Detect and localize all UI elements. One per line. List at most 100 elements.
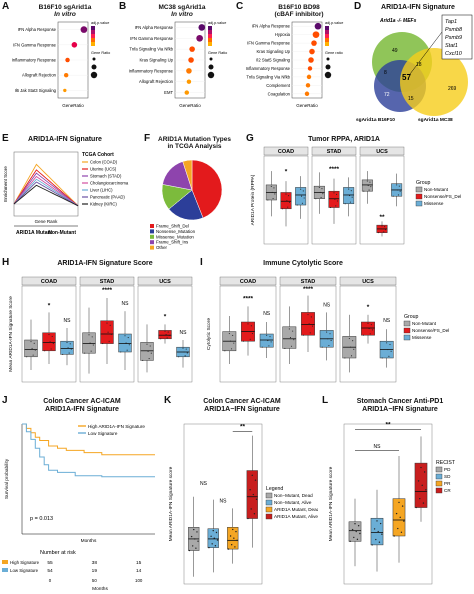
venn-n-center: 57 — [402, 73, 411, 82]
legend-label: Pancreatic (PAAD) — [90, 195, 125, 200]
data-point — [368, 189, 370, 191]
data-point — [120, 351, 122, 353]
data-point — [287, 206, 289, 208]
survival-plot: p = 0.013 Survival probability Months High … — [2, 423, 155, 592]
legend-swatch — [91, 34, 95, 38]
gene-label: Cxcl10 — [445, 51, 463, 57]
box — [259, 333, 274, 348]
data-point — [148, 358, 150, 360]
panel-l: L Stomach Cancer Anti-PD1 ARID1A−IFN Sign… — [320, 394, 474, 594]
legend-swatch — [435, 487, 443, 494]
legend-swatch — [403, 327, 411, 334]
panel-title: Tumor RPPA, ARID1A — [308, 136, 380, 143]
data-point — [350, 190, 352, 192]
risk-time-tick: 50 — [92, 578, 97, 583]
panel-subtitle: ARID1A−IFN Signature — [362, 406, 438, 414]
box — [370, 517, 384, 546]
legend-label: Nonsense/FS_Del — [424, 194, 461, 199]
box — [60, 340, 74, 355]
data-point — [351, 355, 353, 357]
data-point — [186, 68, 192, 74]
panel-title: B16F10 BD98 (cBAF inhibitor) — [254, 4, 344, 19]
panel-subtitle: In vitro — [54, 11, 76, 19]
category-label: Kras Signaling Up — [256, 49, 290, 54]
data-point — [366, 180, 368, 182]
data-point — [393, 535, 395, 537]
legend-label: Liver (LIHC) — [90, 188, 113, 193]
panel-g: G Tumor RPPA, ARID1A COAD * STAD **** UCS ** A… — [244, 132, 474, 252]
venn-callout-line — [409, 31, 443, 75]
series-line — [13, 181, 79, 207]
legend-label: Non-Mutant — [424, 187, 449, 192]
significance-label: **** — [303, 286, 314, 293]
box — [100, 320, 114, 344]
legend-title: adj.p.value — [325, 21, 343, 25]
data-point — [419, 497, 421, 500]
data-point — [354, 523, 356, 525]
data-point — [190, 535, 193, 538]
legend-swatch — [403, 334, 411, 341]
category-label: Allograft Rejection — [22, 73, 57, 78]
data-point — [334, 198, 336, 200]
data-point — [271, 191, 273, 194]
facet-strip — [359, 146, 405, 156]
data-point — [353, 536, 355, 539]
legend-label: Non−Mutant, Alive — [274, 500, 312, 505]
data-point — [349, 346, 351, 348]
category-label: IFN Alpha Response — [252, 24, 291, 29]
facet-strip — [21, 276, 77, 286]
panel-letter: L — [322, 395, 329, 406]
risk-value: 54 — [47, 568, 53, 574]
risk-value: 19 — [92, 568, 98, 574]
legend-label: Missense — [412, 335, 432, 340]
legend-title: Gene ratio — [325, 51, 343, 55]
panel-h: H ARID1A-IFN Signature Score COAD * NS STAD… — [0, 256, 196, 390]
data-point — [211, 543, 213, 545]
data-point — [348, 338, 350, 340]
data-point — [398, 501, 400, 504]
data-point — [421, 484, 423, 487]
data-point — [353, 348, 355, 350]
data-point — [255, 498, 258, 501]
data-point — [303, 197, 305, 199]
data-point — [303, 334, 305, 336]
legend-label: Uterine (UCS) — [90, 167, 117, 172]
facet-label: COAD — [240, 279, 256, 285]
data-point — [390, 350, 392, 352]
legend-swatch — [150, 234, 154, 239]
venn-set1-label: Arid1a -/- MEFs — [379, 18, 417, 24]
data-point — [377, 530, 379, 533]
panel-letter: J — [2, 395, 8, 406]
data-point — [88, 334, 90, 336]
data-point — [243, 340, 245, 342]
data-point — [229, 535, 232, 537]
box — [118, 333, 132, 353]
data-point — [306, 74, 312, 80]
panel-title-main: Colon Cancer AC-ICAM — [43, 398, 121, 405]
data-point — [197, 540, 199, 542]
data-point — [376, 520, 378, 522]
risk-value: 14 — [136, 568, 142, 574]
data-point — [236, 539, 238, 542]
data-point — [33, 342, 35, 344]
category-label: IFN Gamma Response — [247, 41, 290, 46]
legend-swatch — [325, 34, 329, 38]
data-point — [49, 341, 51, 343]
data-point — [150, 352, 152, 354]
data-point — [251, 474, 253, 477]
panel-c: C B16F10 BD98 (cBAF inhibitor) IFN Alpha … — [234, 0, 350, 130]
x-axis-label: GeneRatio — [62, 103, 84, 108]
box — [301, 312, 315, 336]
data-point — [369, 181, 371, 183]
data-point — [308, 57, 314, 63]
venn-n-mef: 49 — [392, 48, 398, 54]
panel-title: ARID1A-IFN Signature — [381, 4, 455, 11]
data-point — [167, 331, 169, 333]
data-point — [63, 88, 67, 93]
legend-label: Other — [156, 245, 168, 250]
data-point — [268, 345, 270, 347]
y-axis-label: ARID1A Protein (RPPA) — [250, 174, 256, 225]
survival-curve — [22, 423, 155, 478]
data-point — [186, 79, 192, 84]
data-point — [369, 333, 371, 335]
